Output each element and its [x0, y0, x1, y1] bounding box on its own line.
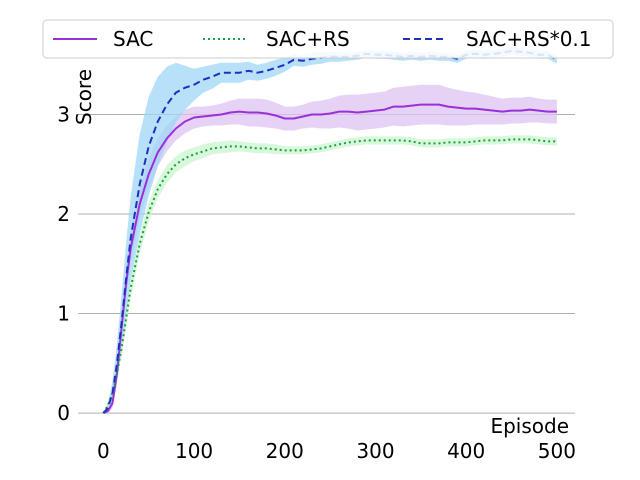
x-tick-label: 200 — [266, 439, 304, 463]
x-tick-label: 0 — [97, 439, 110, 463]
x-tick-label: 500 — [538, 439, 576, 463]
band-sac-rs — [103, 135, 557, 414]
x-tick-label: 300 — [356, 439, 394, 463]
y-tick-label: 0 — [57, 401, 70, 425]
legend-frame — [42, 19, 614, 59]
band-sac — [103, 84, 557, 414]
legend-label-sac-rs-x0-1: SAC+RS*0.1 — [466, 27, 592, 51]
y-axis-label: Score — [72, 69, 96, 125]
y-tick-label: 1 — [57, 302, 70, 326]
y-tick-label: 2 — [57, 202, 70, 226]
y-tick-label: 3 — [57, 103, 70, 127]
x-tick-label: 400 — [447, 439, 485, 463]
legend: SAC SAC+RS SAC+RS*0.1 — [42, 19, 614, 59]
confidence-bands — [103, 46, 557, 414]
legend-label-sac: SAC — [113, 27, 153, 51]
legend-label-sac-rs: SAC+RS — [266, 27, 350, 51]
x-axis-label: Episode — [490, 414, 569, 438]
line-sac-rs — [102, 138, 557, 414]
line-sac — [102, 103, 557, 415]
tick-labels: 0 100 200 300 400 500 0 1 2 3 — [57, 103, 576, 463]
x-tick-label: 100 — [175, 439, 213, 463]
